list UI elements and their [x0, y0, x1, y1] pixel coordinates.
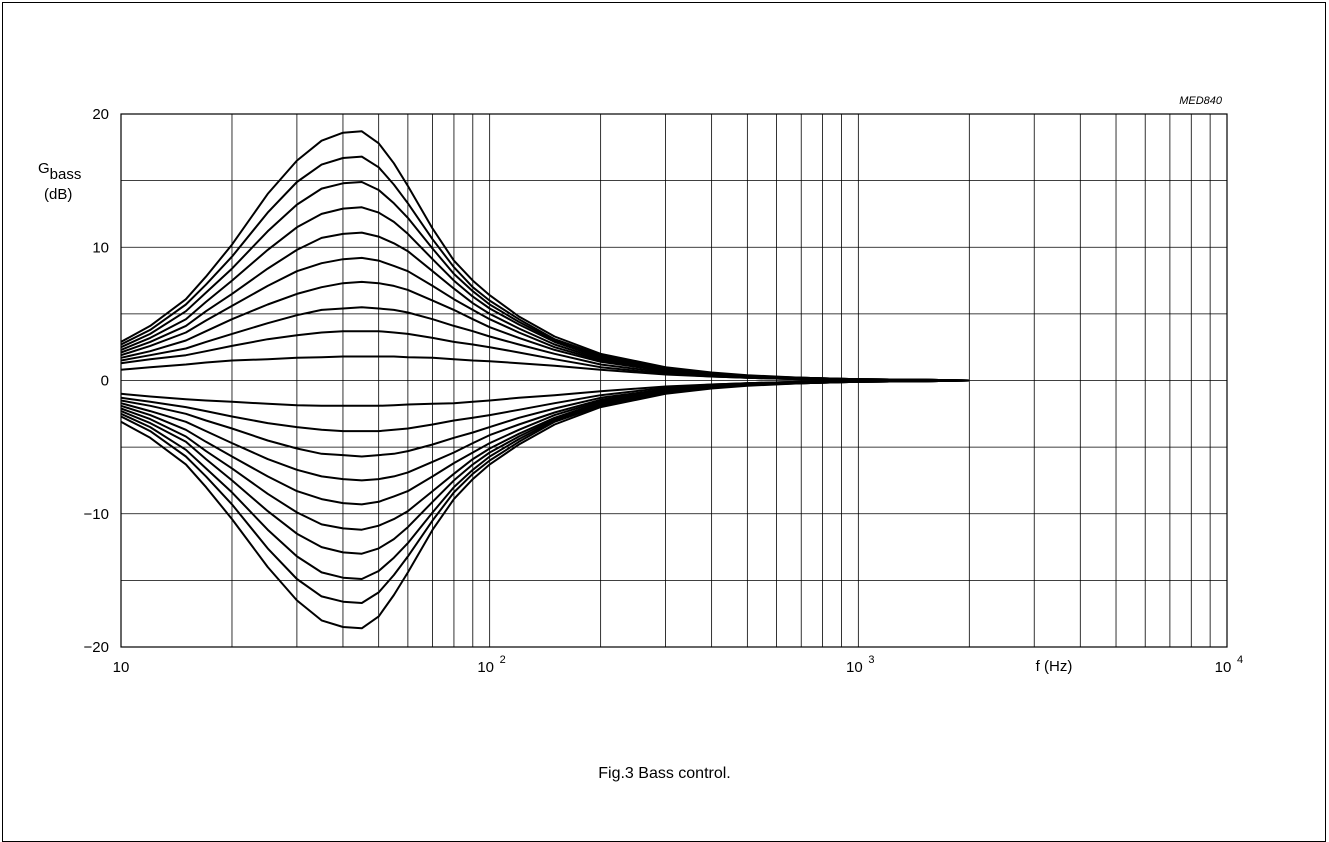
- curve-line: [120, 379, 970, 555]
- x-tick-label: 10: [1215, 659, 1232, 676]
- x-tick-labels: 10 10 2 10 3 10 4: [113, 654, 1243, 676]
- curve-line: [120, 206, 970, 382]
- curve-line: [120, 379, 970, 630]
- y-tick-label: −20: [84, 639, 109, 656]
- y-tick-label: 0: [101, 373, 109, 390]
- x-axis-label: f (Hz): [1036, 658, 1073, 675]
- curve-line: [120, 379, 970, 407]
- x-tick-label: 10: [846, 659, 863, 676]
- curve-line: [120, 379, 970, 604]
- plot-border: [120, 113, 1228, 648]
- curve-line: [120, 379, 970, 506]
- x-tick-exponent: 3: [868, 654, 874, 666]
- bass-control-chart: 20 10 0 −10 −20 10 10 2 10 3 10 4 MED840 Gbass (dB…: [38, 95, 1243, 676]
- figure-code: MED840: [1179, 95, 1223, 107]
- y-tick-label: 20: [92, 106, 109, 123]
- grid: [120, 113, 1227, 648]
- curves: [120, 130, 970, 630]
- y-axis-unit: (dB): [44, 186, 72, 203]
- y-axis-label-main: G: [38, 160, 50, 177]
- y-axis-label: Gbass: [38, 160, 81, 183]
- y-tick-label: −10: [84, 506, 109, 523]
- curve-line: [120, 256, 970, 382]
- y-axis-label-sub: bass: [50, 166, 82, 183]
- figure-caption: Fig.3 Bass control.: [598, 765, 731, 782]
- curve-line: [120, 330, 970, 382]
- y-tick-label: 10: [92, 239, 109, 256]
- x-tick-exponent: 4: [1237, 654, 1243, 666]
- x-tick-label: 10: [477, 659, 494, 676]
- x-tick-exponent: 2: [500, 654, 506, 666]
- curve-line: [120, 355, 970, 382]
- y-tick-labels: 20 10 0 −10 −20: [84, 106, 109, 656]
- x-tick-label: 10: [113, 659, 130, 676]
